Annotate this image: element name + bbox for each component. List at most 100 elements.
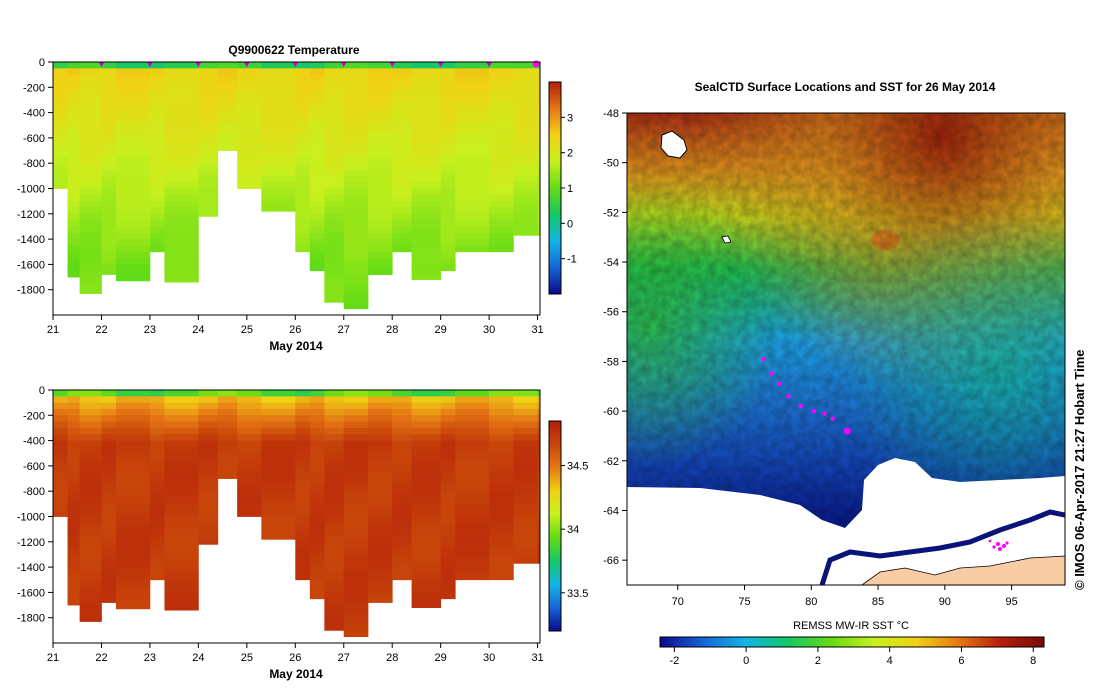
section-cell (392, 188, 412, 196)
section-cell (101, 112, 117, 120)
section-cell (237, 182, 262, 189)
section-cell (440, 213, 456, 221)
section-cell (489, 415, 514, 423)
section-cell (324, 296, 345, 303)
section-cell (198, 125, 219, 132)
section-cell (392, 434, 412, 441)
section-cell (324, 232, 345, 240)
section-cell (79, 150, 102, 158)
section-cell (411, 497, 442, 505)
section-cell (295, 390, 311, 397)
section-cell (392, 131, 412, 139)
colorbar-tick-label: 1 (567, 183, 573, 195)
section-cell (537, 503, 541, 511)
section-cell (411, 529, 442, 536)
section-cell (411, 112, 442, 120)
section-cell (149, 112, 165, 120)
section-cell (513, 80, 538, 88)
section-cell (149, 491, 165, 498)
section-cell (309, 440, 325, 448)
section-cell (324, 396, 345, 404)
section-cell (324, 548, 345, 555)
section-cell (164, 497, 199, 505)
section-cell (164, 245, 199, 253)
salinity-colorbar (548, 420, 562, 632)
section-cell (343, 434, 369, 441)
section-cell (324, 472, 345, 479)
map-y-tick-label: -62 (603, 456, 619, 468)
section-cell (115, 144, 151, 151)
section-cell (295, 402, 311, 410)
section-cell (198, 213, 219, 217)
section-cell (164, 163, 199, 170)
section-cell (343, 201, 369, 208)
section-cell (295, 459, 311, 467)
section-cell (101, 548, 117, 555)
section-cell (261, 106, 296, 113)
section-cell (411, 459, 442, 467)
section-cell (440, 106, 456, 113)
section-cell (164, 554, 199, 562)
section-cell (367, 169, 393, 177)
section-cell (324, 226, 345, 234)
section-cell (367, 156, 393, 164)
section-cell (309, 80, 325, 88)
section-cell (115, 220, 151, 227)
section-cell (217, 434, 238, 441)
section-cell (149, 213, 165, 221)
section-cell (295, 118, 311, 126)
section-cell (309, 194, 325, 202)
section-cell (237, 93, 262, 101)
section-cell (455, 245, 490, 253)
section-cell (367, 548, 393, 555)
section-cell (79, 232, 102, 240)
section-cell (309, 182, 325, 189)
section-cell (489, 453, 514, 460)
section-cell (343, 611, 369, 619)
section-cell (455, 503, 490, 511)
section-cell (237, 150, 262, 158)
section-cell (67, 465, 81, 473)
section-cell (513, 93, 538, 101)
section-cell (324, 453, 345, 460)
section-cell (309, 484, 325, 492)
section-cell (411, 421, 442, 429)
section-cell (324, 421, 345, 429)
section-cell (164, 421, 199, 429)
section-cell (411, 440, 442, 448)
section-cell (115, 408, 151, 416)
section-cell (115, 175, 151, 183)
section-cell (324, 567, 345, 574)
section-cell (309, 62, 325, 69)
section-cell (295, 567, 311, 574)
section-cell (513, 427, 538, 435)
seal-location (769, 371, 774, 377)
section-cell (101, 188, 117, 196)
section-cell (455, 144, 490, 151)
section-cell (115, 62, 151, 69)
section-cell (455, 516, 490, 524)
sst-map-panel: SealCTD Surface Locations and SST for 26… (603, 80, 1066, 667)
sst-colorbar (659, 636, 1045, 648)
section-cell (115, 226, 151, 234)
section-cell (489, 510, 514, 517)
section-cell (115, 402, 151, 410)
sst-colorbar-tick-label: -2 (669, 655, 679, 667)
section-cell (440, 207, 456, 215)
x-tick-label: 23 (144, 324, 156, 336)
section-cell (411, 232, 442, 240)
section-cell (343, 99, 369, 107)
section-cell (440, 239, 456, 246)
section-cell (79, 427, 102, 435)
section-cell (343, 497, 369, 505)
section-cell (440, 99, 456, 107)
section-cell (367, 239, 393, 246)
section-cell (53, 182, 68, 189)
section-cell (537, 188, 541, 196)
section-cell (537, 182, 541, 189)
section-cell (67, 258, 81, 265)
section-cell (489, 169, 514, 177)
section-cell (67, 478, 81, 486)
section-cell (309, 68, 325, 76)
section-cell (324, 131, 345, 139)
